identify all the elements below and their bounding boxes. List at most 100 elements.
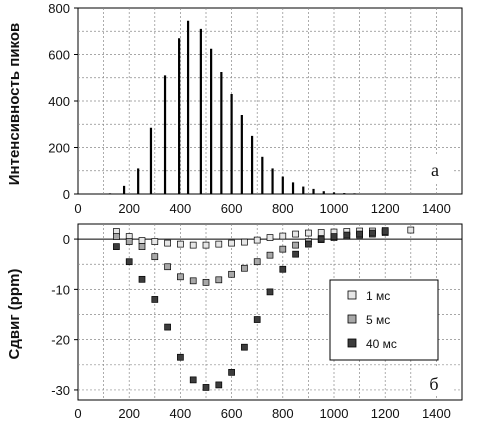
panel-b-point-series-0 bbox=[317, 229, 325, 236]
panel-a-y-tick-label: 400 bbox=[48, 94, 70, 109]
panel-b-point-series-0 bbox=[151, 238, 159, 245]
panel-b-point-series-1 bbox=[253, 258, 261, 266]
legend-swatch bbox=[347, 338, 357, 348]
panel-a-y-ticks: 0 200 400 600 800 bbox=[48, 1, 78, 202]
legend-items: 1 мс 5 мс 40 мс bbox=[347, 289, 397, 351]
panel-b-point-series-2 bbox=[266, 288, 274, 296]
panel-b-point-series-2 bbox=[202, 384, 210, 391]
panel-a-x-tick-label: 800 bbox=[272, 201, 294, 216]
panel-b-grid bbox=[78, 224, 462, 400]
panel-b-point-series-2 bbox=[253, 316, 261, 323]
panel-b-point-series-1 bbox=[202, 278, 210, 286]
panel-b-point-series-2 bbox=[151, 296, 159, 303]
panel-a-y-tick-label: 0 bbox=[63, 187, 70, 202]
panel-b-point-series-0 bbox=[253, 236, 261, 244]
panel-b-point-series-0 bbox=[189, 241, 197, 249]
panel-a-x-tick-label: 1200 bbox=[371, 201, 400, 216]
panel-b-point-series-2 bbox=[356, 230, 363, 238]
panel-b-point-series-2 bbox=[113, 243, 120, 250]
panel-a-grid bbox=[78, 8, 462, 194]
panel-b-point-series-2 bbox=[125, 258, 133, 266]
panel-b-point-series-2 bbox=[177, 353, 184, 361]
panel-b-point-series-0 bbox=[215, 240, 223, 248]
panel-b-point-series-2 bbox=[164, 323, 171, 331]
legend-label: 5 мс bbox=[366, 313, 390, 327]
panel-b-point-series-1 bbox=[215, 276, 223, 284]
panel-b-y-axis-label: Сдвиг (ppm) bbox=[6, 269, 23, 360]
panel-b-point-series-2 bbox=[279, 265, 287, 273]
panel-b-point-series-1 bbox=[292, 241, 299, 249]
panel-b-point-series-0 bbox=[266, 234, 274, 241]
panel-b-x-tick-label: 0 bbox=[74, 406, 81, 421]
panel-b-point-series-0 bbox=[305, 229, 312, 237]
panel-a-x-tick-label: 400 bbox=[170, 201, 192, 216]
panel-b-y-tick-label: -10 bbox=[51, 282, 70, 297]
panel-a-x-tick-label: 600 bbox=[221, 201, 243, 216]
panel-b-point-series-1 bbox=[177, 273, 184, 281]
panel-b-point-series-2 bbox=[369, 229, 376, 237]
panel-b-x-tick-label: 800 bbox=[272, 406, 294, 421]
panel-b-point-series-0 bbox=[292, 230, 299, 238]
panel-b-point-series-1 bbox=[113, 233, 120, 240]
panel-b-point-series-1 bbox=[151, 253, 159, 261]
legend-swatch bbox=[347, 290, 357, 300]
panel-b-letter: б bbox=[429, 374, 438, 394]
panel-b-point-series-1 bbox=[189, 277, 197, 285]
panel-b-point-series-1 bbox=[266, 251, 274, 259]
panel-b-point-series-2 bbox=[215, 381, 223, 389]
panel-a-letter-bg bbox=[418, 156, 452, 184]
panel-a-x-tick-label: 0 bbox=[74, 201, 81, 216]
panel-b-point-series-1 bbox=[241, 264, 248, 272]
panel-b-point-series-1 bbox=[138, 243, 146, 250]
panel-b-point-series-2 bbox=[241, 343, 248, 351]
panel-a-x-tick-label: 1000 bbox=[320, 201, 349, 216]
panel-b-point-series-2 bbox=[138, 275, 146, 283]
panel-a-x-tick-label: 1400 bbox=[422, 201, 451, 216]
panel-b-shift: 0 -10 -20 -30 0 200 400 600 800 1000 1200 1400 1 м… bbox=[6, 223, 463, 421]
panel-b-y-ticks: 0 -10 -20 -30 bbox=[51, 232, 78, 398]
panel-b-point-series-0 bbox=[177, 240, 184, 248]
panel-b-point-series-2 bbox=[292, 250, 299, 258]
legend-label: 40 мс bbox=[366, 337, 397, 351]
panel-b-x-tick-label: 1400 bbox=[422, 406, 451, 421]
panel-b-letter-bg bbox=[416, 368, 452, 396]
panel-b-x-tick-label: 1200 bbox=[371, 406, 400, 421]
panel-b-frame bbox=[77, 223, 463, 401]
panel-b-y-tick-label: 0 bbox=[63, 232, 70, 247]
panel-b-point-series-2 bbox=[305, 240, 312, 248]
panel-b-point-series-2 bbox=[330, 233, 338, 240]
panel-a-y-tick-label: 800 bbox=[48, 1, 70, 16]
panel-b-y-tick-label: -20 bbox=[51, 333, 70, 348]
panel-b-point-series-0 bbox=[407, 226, 415, 234]
panel-b-point-series-1 bbox=[228, 270, 235, 278]
panel-a-y-tick-label: 600 bbox=[48, 48, 70, 63]
panel-b-x-tick-label: 200 bbox=[118, 406, 140, 421]
panel-b-point-series-2 bbox=[228, 368, 235, 376]
panel-b-point-series-2 bbox=[189, 376, 197, 384]
legend-label: 1 мс bbox=[366, 289, 390, 303]
panel-b-point-series-2 bbox=[343, 231, 351, 239]
panel-b-x-tick-label: 400 bbox=[170, 406, 192, 421]
panel-a-x-tick-label: 200 bbox=[118, 201, 140, 216]
panel-b-point-series-0 bbox=[138, 237, 146, 244]
panel-b-point-series-2 bbox=[381, 228, 389, 235]
panel-b-x-ticks: 0 200 400 600 800 1000 1200 1400 bbox=[74, 406, 450, 421]
panel-a-letter: а bbox=[431, 160, 439, 180]
panel-a-bars bbox=[108, 20, 397, 194]
panel-b-point-series-1 bbox=[125, 238, 133, 245]
panel-b-y-tick-label: -30 bbox=[51, 383, 70, 398]
panel-b-point-series-0 bbox=[241, 238, 248, 246]
panel-a-y-axis-label: Интенсивность пиков bbox=[6, 23, 23, 185]
panel-b-x-tick-label: 600 bbox=[221, 406, 243, 421]
panel-b-point-series-0 bbox=[228, 239, 235, 247]
panel-b-point-series-2 bbox=[317, 235, 325, 243]
panel-b-x-tick-label: 1000 bbox=[320, 406, 349, 421]
panel-a-y-tick-label: 200 bbox=[48, 141, 70, 156]
panel-b-points bbox=[113, 226, 415, 391]
panel-b-point-series-0 bbox=[202, 241, 210, 249]
legend-swatch bbox=[347, 314, 357, 324]
panel-b-point-series-1 bbox=[164, 263, 171, 271]
panel-b-point-series-0 bbox=[164, 239, 171, 247]
